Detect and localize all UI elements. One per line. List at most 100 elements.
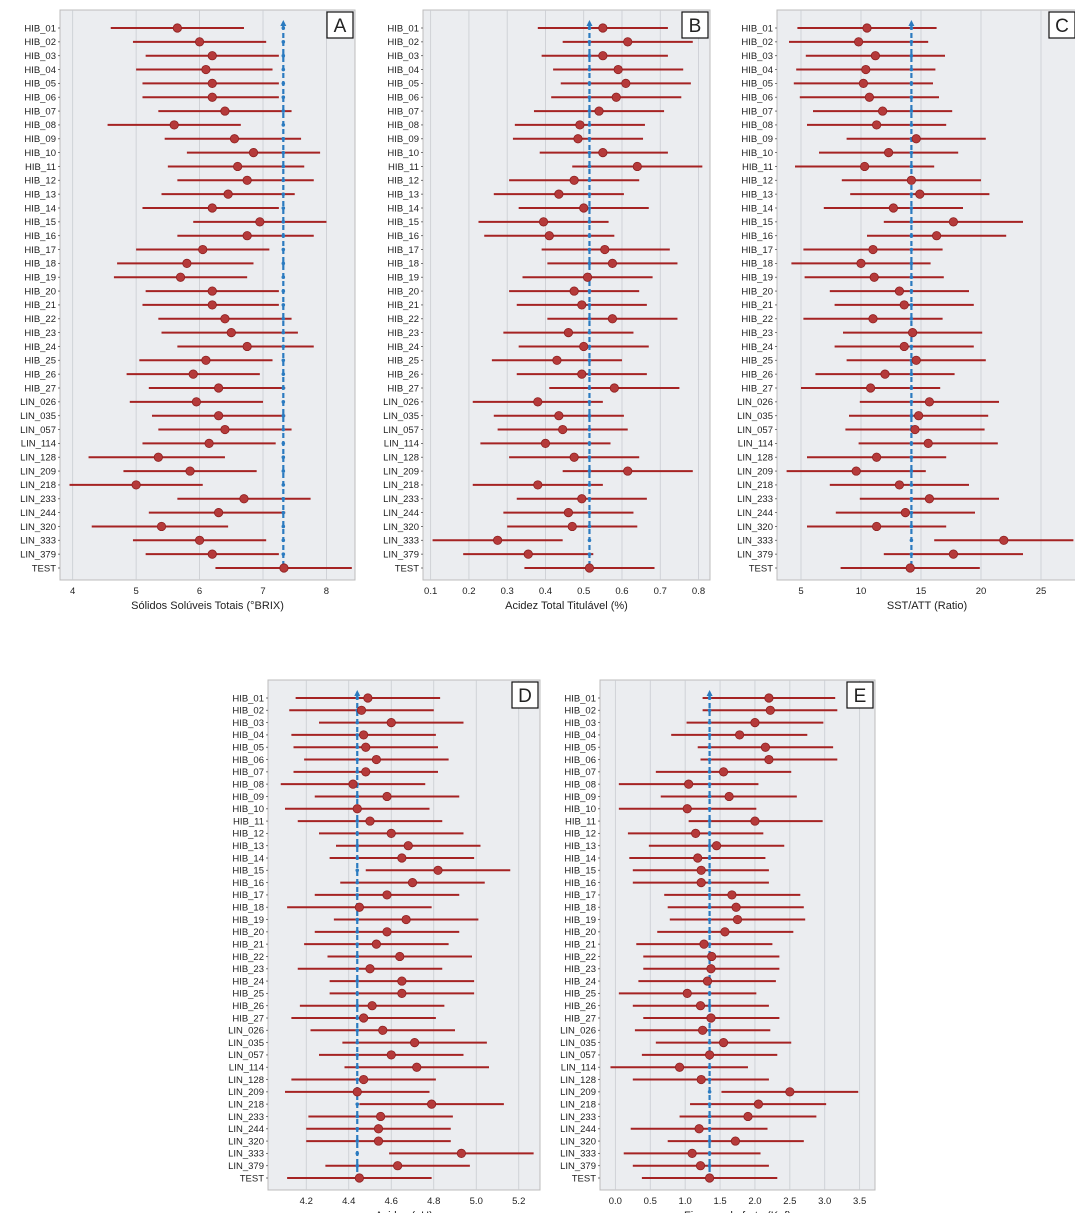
reference-marker [281,233,286,238]
reference-marker [355,831,360,836]
x-tick-label: 0.6 [615,586,628,597]
reference-marker [281,496,286,501]
y-tick-label: LIN_035 [737,411,773,422]
y-tick-label: LIN_333 [560,1149,596,1160]
y-tick-label: HIB_12 [564,829,596,840]
reference-marker [355,1065,360,1070]
mean-point [220,424,230,435]
y-tick-label: HIB_18 [564,903,596,914]
mean-point [694,1124,704,1134]
y-tick-label: HIB_26 [24,369,56,380]
reference-marker [281,427,286,432]
reference-marker [281,220,286,224]
reference-marker [909,206,914,210]
y-tick-label: HIB_20 [564,927,596,938]
reference-marker [587,178,592,183]
reference-marker [355,720,360,725]
x-tick-label: 3.5 [853,1196,866,1207]
mean-point [718,767,729,777]
mean-point [707,951,717,962]
reference-marker [587,109,592,113]
y-tick-label: LIN_333 [228,1149,264,1160]
reference-marker [909,53,914,58]
reference-marker [587,123,592,127]
reference-marker [587,469,592,473]
y-tick-label: HIB_23 [24,328,56,339]
y-tick-label: LIN_218 [737,480,773,491]
reference-marker [909,233,914,238]
y-tick-label: HIB_20 [741,286,773,297]
mean-point [427,1099,437,1109]
mean-point [204,438,214,448]
mean-point [575,120,585,130]
reference-marker [281,469,286,473]
reference-marker [355,794,360,799]
y-tick-label: HIB_23 [741,328,773,339]
y-tick-label: TEST [240,1173,264,1184]
y-tick-label: HIB_08 [741,120,773,131]
mean-point [255,217,265,227]
y-tick-label: HIB_21 [741,300,773,311]
y-tick-label: HIB_04 [741,65,773,76]
y-tick-label: HIB_04 [24,65,56,76]
mean-point [613,64,623,75]
mean-point [242,175,252,185]
y-tick-label: HIB_22 [232,952,264,963]
reference-marker [707,1028,712,1033]
mean-point [361,767,371,777]
reference-marker [587,400,592,404]
plot-area [422,9,711,581]
mean-point [872,521,882,532]
mean-point [175,272,186,282]
x-axis-label: Sólidos Solúveis Totais (°BRIX) [131,600,284,612]
x-tick-label: 20 [976,586,987,597]
x-tick-label: 0.1 [424,586,437,597]
reference-marker [355,930,360,934]
y-tick-label: HIB_24 [564,976,596,987]
x-tick-label: 15 [916,586,927,597]
reference-marker [355,979,360,983]
y-tick-label: HIB_04 [387,65,419,76]
reference-marker [707,942,712,946]
reference-marker [707,893,712,897]
reference-marker [281,455,286,460]
y-tick-label: LIN_128 [20,453,56,464]
y-tick-label: HIB_25 [387,356,419,367]
mean-point [696,865,706,875]
reference-marker [587,524,592,529]
reference-marker [587,413,592,418]
mean-point [765,705,775,715]
y-tick-label: HIB_15 [232,866,264,877]
mean-point [188,369,198,379]
reference-marker [587,81,592,86]
mean-point [220,106,230,116]
mean-point [724,791,734,802]
x-tick-label: 0.0 [609,1196,622,1207]
reference-marker [909,192,914,196]
mean-point [279,563,289,573]
y-tick-label: HIB_20 [387,286,419,297]
mean-point [397,976,407,986]
y-tick-label: TEST [572,1173,596,1184]
x-axis-label: Acidez (pH) [375,1210,432,1213]
mean-point [361,742,371,752]
mean-point [579,203,589,213]
y-tick-label: LIN_035 [228,1038,264,1049]
reference-marker [707,819,712,823]
reference-marker [707,733,712,737]
y-tick-label: HIB_12 [741,176,773,187]
mean-point [538,217,549,227]
reference-line-cap [586,20,593,26]
panel-a-chart: 4 5 6 7 8 Sólidos Solúveis Totais (°BRIX) HIB_… [20,9,356,612]
mean-point [554,189,564,199]
mean-point [899,300,909,310]
mean-point [356,705,367,715]
reference-marker [587,192,592,196]
mean-point [695,1001,706,1011]
y-tick-label: HIB_05 [387,79,419,90]
y-tick-label: HIB_13 [741,189,773,200]
y-tick-label: LIN_218 [228,1099,264,1110]
mean-point [923,438,933,448]
x-axis-label: SST/ATT (Ratio) [887,600,967,612]
reference-marker [707,696,712,700]
